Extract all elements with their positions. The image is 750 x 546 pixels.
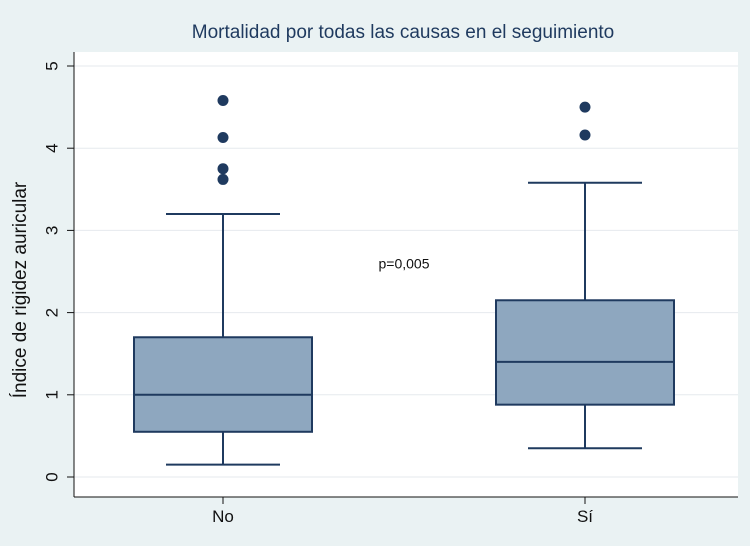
outlier-point — [217, 163, 229, 175]
y-tick-label: 2 — [43, 308, 62, 317]
y-axis-label: Índice de rigidez auricular — [10, 181, 31, 398]
box-group-2 — [495, 101, 675, 450]
y-tick-label: 0 — [43, 472, 62, 481]
box-group-1 — [133, 95, 313, 466]
box-iqr — [133, 336, 313, 433]
chart-text: Mortalidad por todas las causas en el se… — [10, 22, 614, 526]
x-tick-label: Sí — [577, 507, 593, 526]
box-iqr — [495, 299, 675, 406]
y-tick-label: 5 — [43, 61, 62, 70]
y-tick-label: 1 — [43, 390, 62, 399]
outlier-point — [217, 173, 229, 185]
axes — [67, 52, 738, 504]
y-tick-label: 3 — [43, 226, 62, 235]
outlier-point — [217, 95, 229, 107]
outlier-point — [217, 132, 229, 144]
x-tick-label: No — [212, 507, 234, 526]
y-tick-label: 4 — [43, 143, 62, 152]
p-value-annotation: p=0,005 — [379, 255, 430, 271]
outlier-point — [579, 101, 591, 113]
boxes — [133, 95, 675, 466]
chart-title: Mortalidad por todas las causas en el se… — [192, 22, 614, 43]
outlier-point — [579, 129, 591, 141]
